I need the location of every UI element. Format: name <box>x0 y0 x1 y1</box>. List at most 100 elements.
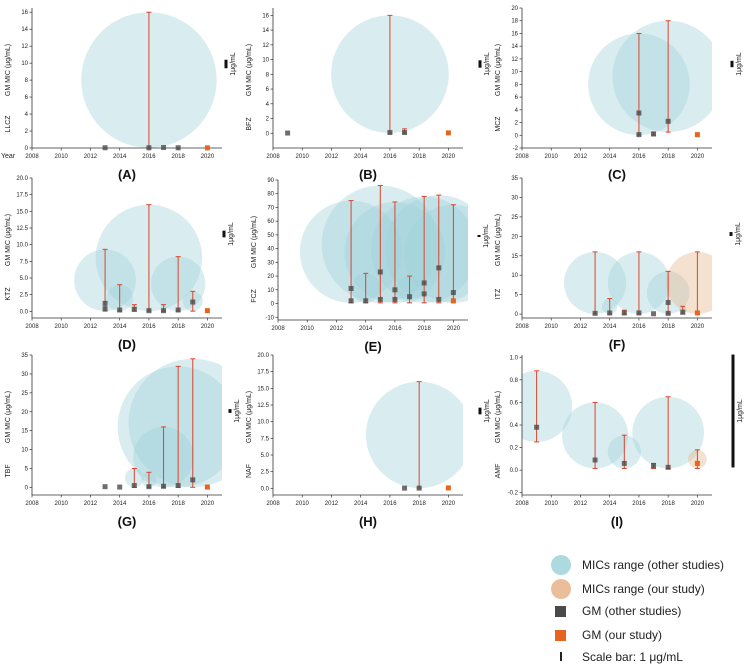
gm-marker-other <box>348 285 354 291</box>
x-tick-label: 2020 <box>201 154 215 160</box>
y-tick-label: 0.6 <box>510 400 519 406</box>
y-tick-label: 20 <box>511 234 518 240</box>
y-tick-label: 15.0 <box>16 209 28 215</box>
panel-label: (D) <box>118 337 136 352</box>
y-tick-label: 0 <box>266 131 270 137</box>
gm-marker-other <box>146 145 152 151</box>
y-tick-label: -10 <box>265 315 274 321</box>
x-tick-label: 2016 <box>632 154 646 160</box>
gm-marker-other <box>131 483 137 489</box>
gm-marker-other <box>131 306 137 312</box>
y-tick-label: 12 <box>511 57 518 63</box>
y-tick-label: 20 <box>21 410 28 416</box>
y-tick-label: 8 <box>515 82 519 88</box>
x-tick-label: 2012 <box>574 501 588 507</box>
y-tick-label: 15 <box>511 254 518 260</box>
y-axis-label: GM MIC (μg/mL) <box>5 214 12 266</box>
x-tick-label: 2020 <box>691 324 705 330</box>
bubble-layer <box>74 204 206 312</box>
gm-marker-other <box>161 144 167 150</box>
x-tick-label: 2018 <box>661 324 675 330</box>
y-tick-label: 0.4 <box>510 423 519 429</box>
drug-label: TBF <box>5 464 12 477</box>
legend-gm-other-icon <box>555 606 566 617</box>
x-tick-label: 2014 <box>113 154 127 160</box>
gm-marker-other <box>621 310 627 316</box>
y-tick-label: 16 <box>262 13 269 19</box>
x-tick-label: 2020 <box>691 501 705 507</box>
x-tick-label: 2018 <box>661 154 675 160</box>
x-tick-label: 2010 <box>55 324 69 330</box>
gm-marker-other <box>161 308 167 314</box>
y-tick-label: 6 <box>515 95 519 101</box>
y-tick-label: 16 <box>511 31 518 37</box>
y-tick-label: 12.5 <box>257 403 269 409</box>
y-axis-label: GM MIC (μg/mL) <box>246 391 253 443</box>
y-tick-label: 10.0 <box>16 243 28 249</box>
y-tick-label: 0.2 <box>510 446 519 452</box>
x-tick-label: 2010 <box>296 154 310 160</box>
y-tick-label: 2 <box>266 117 270 123</box>
gm-marker-other <box>636 132 642 138</box>
gm-marker-other <box>190 299 196 305</box>
mic-range-bubble <box>384 195 468 303</box>
x-tick-label: 2016 <box>383 501 397 507</box>
drug-label: KTZ <box>5 287 12 301</box>
x-tick-label: 2012 <box>84 324 98 330</box>
gm-marker-our <box>450 298 456 304</box>
y-tick-label: 40 <box>267 247 274 253</box>
x-tick-label: 2008 <box>25 324 39 330</box>
y-tick-label: 4 <box>25 112 29 118</box>
marker-layer <box>402 381 451 491</box>
panel-llcz: 2008 2010 2012 2014 2016 2018 2020 0 2 4 6 8 10 12 14 1… <box>1 8 237 182</box>
gm-marker-other <box>102 484 108 490</box>
y-tick-label: 80 <box>267 192 274 198</box>
mic-range-bubble <box>522 370 573 442</box>
panel-ktz: 2008 2010 2012 2014 2016 2018 2020 0.0 2.5 5.0 7.5… <box>5 176 235 352</box>
legend-label-bubble-our: MICs range (our study) <box>582 582 705 596</box>
y-tick-label: 35 <box>511 176 518 182</box>
scale-bar <box>224 59 228 69</box>
x-tick-label: 2012 <box>325 501 339 507</box>
gm-marker-other <box>592 310 598 316</box>
scale-bar <box>477 235 481 237</box>
x-tick-label: 2012 <box>84 501 98 507</box>
bubble-layer <box>365 381 463 489</box>
scale-bar-label: 1μg/mL <box>484 52 491 76</box>
marker-layer <box>102 358 210 490</box>
y-tick-label: 0.0 <box>510 468 519 474</box>
y-tick-label: 14 <box>262 28 269 34</box>
panel-mcz: 2008 2010 2012 2014 2016 2018 2020-20246810121… <box>495 6 743 182</box>
gm-marker-other <box>436 265 442 271</box>
x-tick-label: 2008 <box>515 154 529 160</box>
gm-marker-other <box>416 485 422 491</box>
gm-marker-other <box>621 460 627 466</box>
y-tick-label: 2 <box>515 121 519 127</box>
gm-marker-other <box>450 290 456 296</box>
panel-label: (B) <box>359 167 377 182</box>
x-tick-label: 2018 <box>412 501 426 507</box>
drug-label: LLCZ <box>5 115 12 133</box>
gm-marker-other <box>146 484 152 490</box>
gm-marker-our <box>694 132 700 138</box>
scale-bar-label: 1μg/mL <box>234 399 241 423</box>
gm-marker-other <box>161 483 167 489</box>
panel-naf: 2008 2010 2012 2014 2016 2018 2020 0.0 2.5 5.0 7.5… <box>246 353 491 529</box>
x-tick-label: 2014 <box>603 324 617 330</box>
panel-itz: 2008 2010 2012 2014 2016 2018 2020 0 5 10 15 20 25 30… <box>495 176 742 352</box>
gm-marker-other <box>665 299 671 305</box>
x-tick-label: 2014 <box>354 501 368 507</box>
marker-layer <box>534 370 700 470</box>
y-tick-label: 17.5 <box>16 193 28 199</box>
drug-label: FCZ <box>251 288 258 302</box>
x-tick-label: 2018 <box>171 324 185 330</box>
bubble-layer <box>588 20 712 136</box>
y-tick-label: 10 <box>262 58 269 64</box>
y-tick-label: 18 <box>511 19 518 25</box>
scale-bar <box>222 230 226 238</box>
panel-label: (I) <box>611 514 623 529</box>
legend-label-gm-other: GM (other studies) <box>582 604 681 618</box>
gm-marker-other <box>665 118 671 124</box>
x-tick-label: 2016 <box>632 501 646 507</box>
y-tick-label: 5 <box>25 467 29 473</box>
